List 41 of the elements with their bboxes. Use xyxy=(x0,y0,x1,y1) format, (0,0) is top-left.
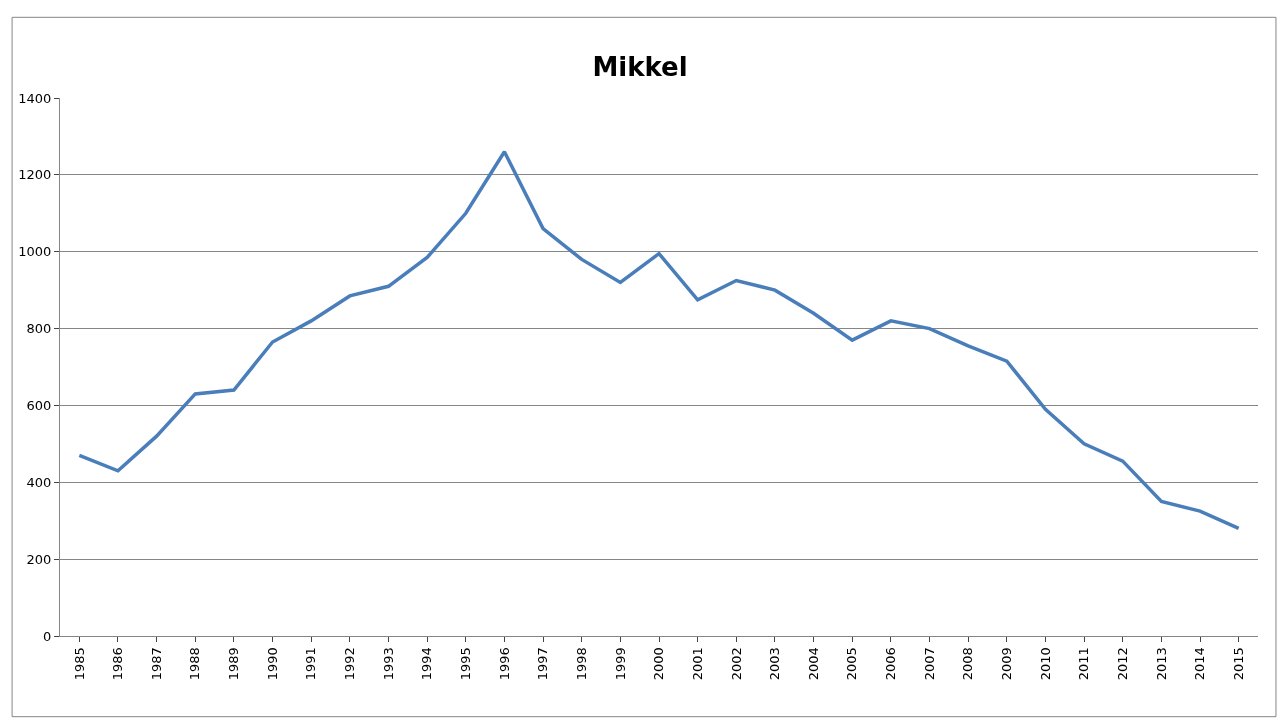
x-tick-label: 1988 xyxy=(187,647,203,681)
y-tick-label: 1000 xyxy=(18,244,52,260)
chart-title: Mikkel xyxy=(592,51,688,82)
x-tick-label: 1994 xyxy=(419,647,435,681)
y-tick-label: 400 xyxy=(26,474,52,490)
y-tick-label: 1200 xyxy=(18,167,52,183)
x-tick-label: 1986 xyxy=(110,647,126,681)
x-tick-label: 2003 xyxy=(767,647,783,681)
x-tick-label: 2011 xyxy=(1076,647,1092,681)
x-tick-label: 2012 xyxy=(1114,647,1130,681)
x-tick-label: 2000 xyxy=(651,647,667,681)
x-tick-label: 2013 xyxy=(1153,647,1169,681)
x-tick-label: 2009 xyxy=(999,647,1015,681)
y-tick-label: 200 xyxy=(26,551,52,567)
x-tick-label: 2005 xyxy=(844,647,860,681)
x-tick-label: 2008 xyxy=(960,647,976,681)
x-tick-label: 1991 xyxy=(303,647,319,681)
x-tick-label: 2015 xyxy=(1230,647,1246,681)
y-tick-label: 0 xyxy=(43,628,52,644)
x-tick-label: 1992 xyxy=(342,647,358,681)
x-tick-label: 2002 xyxy=(728,647,744,681)
x-tick-label: 1993 xyxy=(380,647,396,681)
line-series xyxy=(77,150,1241,531)
x-tick-label: 2001 xyxy=(689,647,705,681)
x-tick-label: 1997 xyxy=(535,647,551,681)
x-tick-label: 2010 xyxy=(1037,647,1053,681)
y-tick-label: 1400 xyxy=(18,90,52,106)
x-tick-label: 1989 xyxy=(226,647,242,681)
x-tick-label: 2006 xyxy=(883,647,899,681)
x-tick-label: 1999 xyxy=(612,647,628,681)
x-tick-label: 2007 xyxy=(921,647,937,681)
x-tick-label: 2004 xyxy=(805,647,821,681)
x-tick-label: 1987 xyxy=(148,647,164,681)
x-tick-label: 1985 xyxy=(71,647,87,681)
y-tick-label: 800 xyxy=(26,321,52,337)
x-tick-label: 1998 xyxy=(573,647,589,681)
x-tick-label: 1995 xyxy=(457,647,473,681)
x-tick-label: 1996 xyxy=(496,647,512,681)
x-tick-label: 2014 xyxy=(1192,647,1208,681)
x-tick-label: 1990 xyxy=(264,647,280,681)
y-tick-label: 600 xyxy=(26,397,52,413)
